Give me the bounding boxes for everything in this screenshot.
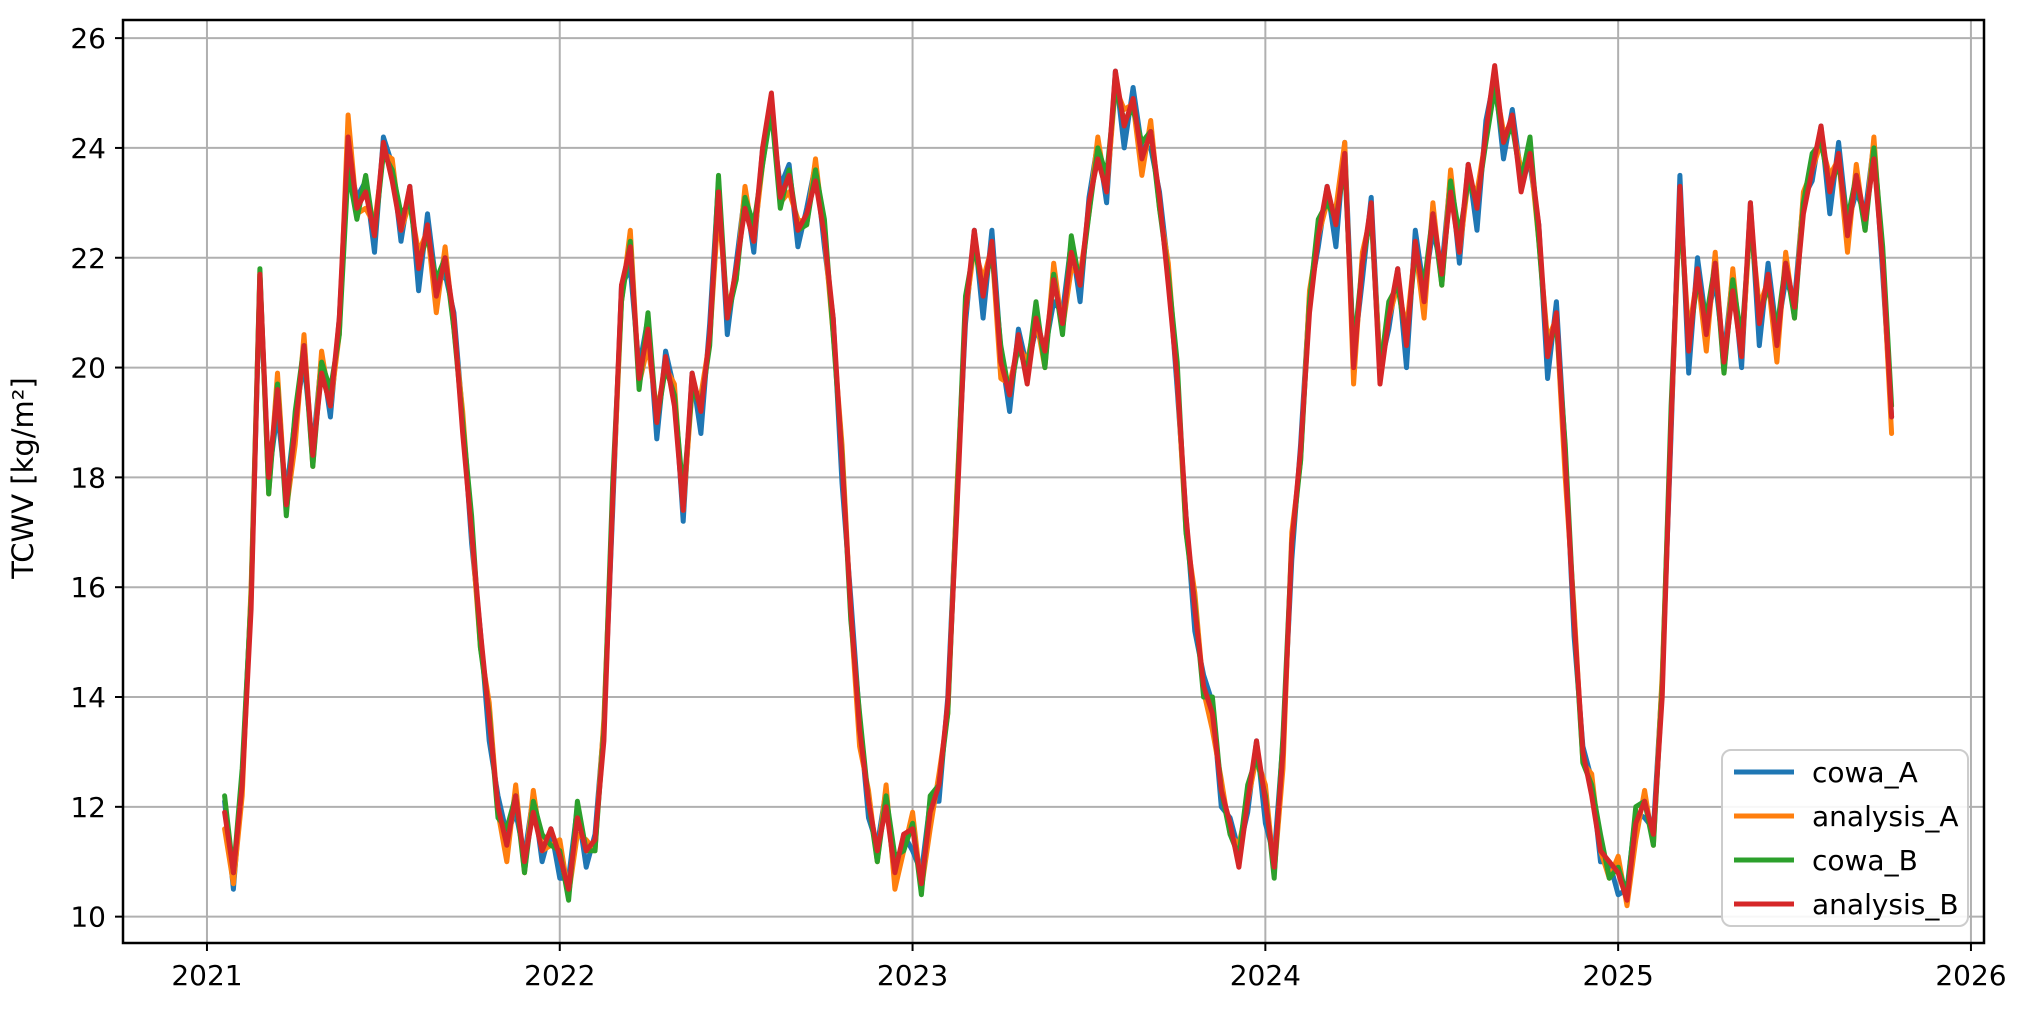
y-axis-label: TCWV [kg/m²] — [6, 377, 40, 579]
legend-label-analysis_A: analysis_A — [1812, 800, 1959, 833]
gridlines — [123, 20, 1984, 943]
y-tick-label: 26 — [70, 22, 106, 55]
y-tick-label: 16 — [70, 571, 106, 604]
x-tick-label: 2026 — [1935, 959, 2006, 992]
x-tick-label: 2021 — [171, 959, 242, 992]
y-tick-label: 20 — [70, 352, 106, 385]
y-tick-label: 12 — [70, 791, 106, 824]
y-tick-label: 22 — [70, 242, 106, 275]
series-line-analysis_B — [222, 63, 1895, 903]
series-lines — [222, 63, 1895, 909]
x-tick-label: 2025 — [1583, 959, 1654, 992]
y-tick-labels: 10 12 14 16 18 20 22 24 26 — [70, 22, 106, 934]
series-line-cowa_A — [222, 68, 1895, 898]
y-tick-label: 14 — [70, 681, 106, 714]
x-tick-label: 2024 — [1230, 959, 1301, 992]
x-tick-label: 2023 — [877, 959, 948, 992]
legend-frame — [1721, 749, 1969, 927]
y-tick-label: 18 — [70, 461, 106, 494]
y-tick-label: 24 — [70, 132, 106, 165]
legend: cowa_A analysis_A cowa_B analysis_B — [1721, 749, 1969, 927]
axis-tick-marks — [115, 37, 1972, 951]
x-tick-labels: 2021 2022 2023 2024 2025 2026 — [171, 959, 2006, 992]
x-tick-label: 2022 — [524, 959, 595, 992]
legend-label-cowa_A: cowa_A — [1812, 756, 1918, 789]
y-tick-label: 10 — [70, 901, 106, 934]
series-line-cowa_B — [222, 85, 1895, 903]
legend-label-cowa_B: cowa_B — [1812, 844, 1918, 877]
legend-label-analysis_B: analysis_B — [1812, 888, 1959, 921]
plot-border — [121, 18, 1986, 945]
series-line-analysis_A — [222, 79, 1895, 909]
